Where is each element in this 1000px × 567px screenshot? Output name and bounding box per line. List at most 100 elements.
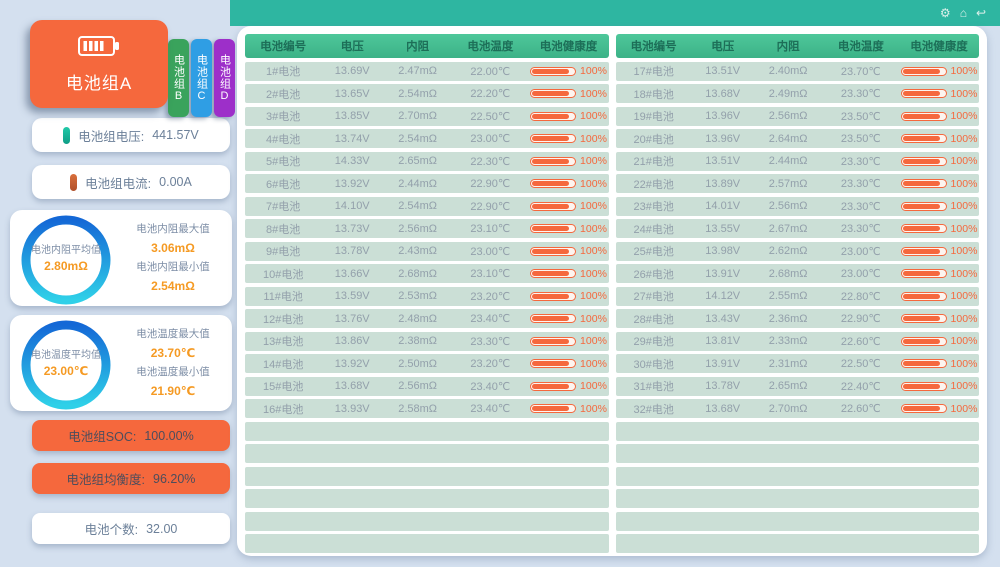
home-icon[interactable]: ⌂ — [959, 6, 967, 20]
resistance-cell: 2.44mΩ — [768, 155, 808, 167]
pack-current-label: 电池组电流: — [85, 176, 152, 191]
health-value: 100% — [950, 65, 978, 77]
column-resistance: 内阻 — [776, 41, 800, 53]
voltage-cell: 13.68V — [705, 87, 741, 100]
voltage-cell: 13.78V — [705, 380, 741, 392]
column-health: 电池健康度 — [539, 41, 598, 53]
health-cell: 100% — [529, 245, 609, 257]
soc-bar: 电池组SOC: 100.00% — [32, 420, 230, 451]
tab-battery-group-d[interactable]: 电池组D — [214, 39, 235, 117]
temperature-cell: 22.20℃ — [470, 88, 511, 100]
temperature-cell: 22.90℃ — [840, 313, 881, 325]
battery-id-cell: 31#电池 — [633, 381, 674, 393]
health-value: 100% — [950, 245, 978, 257]
resistance-max-value: 3.06mΩ — [151, 241, 195, 255]
temperature-cell: 23.00℃ — [840, 245, 881, 258]
health-value: 100% — [950, 110, 978, 122]
temperature-cell: 23.40℃ — [470, 313, 511, 325]
empty-row — [615, 511, 979, 531]
battery-id-cell: 23#电池 — [633, 201, 674, 213]
resistance-cell: 2.38mΩ — [398, 335, 438, 347]
resistance-cell: 2.47mΩ — [398, 65, 438, 77]
health-bar — [900, 404, 947, 413]
health-bar — [530, 66, 577, 76]
health-bar — [530, 179, 577, 188]
table-header: 电池编号 电压 内阻 电池温度 电池健康度 — [245, 34, 609, 58]
health-bar — [530, 201, 577, 211]
health-value: 100% — [580, 357, 607, 370]
tab-battery-group-a[interactable]: 电池组A — [30, 20, 168, 108]
temperature-cell: 22.60℃ — [840, 335, 881, 348]
battery-id-cell: 5#电池 — [266, 156, 301, 168]
battery-id-cell: 11#电池 — [263, 291, 303, 303]
health-bar — [900, 359, 947, 368]
health-value: 100% — [580, 267, 607, 280]
health-cell: 100% — [899, 403, 979, 415]
battery-id-cell: 8#电池 — [266, 223, 301, 236]
tab-battery-group-b[interactable]: 电池组B — [168, 39, 189, 117]
health-bar — [530, 359, 577, 368]
health-bar — [900, 291, 947, 301]
health-value: 100% — [580, 132, 607, 145]
battery-id-cell: 9#电池 — [266, 246, 301, 258]
temperature-cell: 23.10℃ — [470, 268, 511, 280]
health-cell: 100% — [899, 223, 979, 235]
battery-tables-panel: 电池编号 电压 内阻 电池温度 电池健康度 1#电池 13.69V 2.47mΩ 22… — [237, 26, 987, 556]
voltage-cell: 13.68V — [705, 402, 741, 415]
voltage-cell: 14.33V — [334, 155, 370, 167]
table-row: 4#电池 13.74V 2.54mΩ 23.00℃ 100% — [245, 129, 609, 148]
column-health: 电池健康度 — [910, 41, 968, 53]
resistance-cell: 2.70mΩ — [398, 110, 438, 122]
health-value: 100% — [950, 132, 978, 145]
gear-icon[interactable]: ⚙ — [939, 6, 951, 20]
table-row: 11#电池 13.59V 2.53mΩ 23.20℃ 100% — [245, 286, 609, 306]
table-row: 9#电池 13.78V 2.43mΩ 23.00℃ 100% — [245, 241, 609, 261]
table-row: 27#电池 14.12V 2.55mΩ 22.80℃ 100% — [615, 286, 979, 306]
voltage-cell: 13.98V — [705, 245, 741, 257]
resistance-min-label: 电池内阻最小值 — [136, 261, 210, 273]
temperature-max-value: 23.70℃ — [150, 346, 196, 360]
battery-id-cell: 22#电池 — [633, 178, 674, 191]
voltage-indicator-icon — [63, 126, 71, 144]
tab-label: 电池组D — [218, 53, 231, 103]
health-bar — [530, 404, 577, 413]
temperature-cell: 23.50℃ — [840, 110, 881, 123]
health-value: 100% — [580, 312, 607, 325]
temperature-avg-value: 23.00℃ — [43, 363, 89, 378]
tab-battery-group-c[interactable]: 电池组C — [191, 39, 212, 117]
temperature-cell: 22.30℃ — [470, 155, 511, 168]
battery-id-cell: 27#电池 — [633, 291, 674, 303]
health-value: 100% — [950, 200, 978, 212]
table-body: 17#电池 13.51V 2.40mΩ 23.70℃ 100% 18#电池 13.68V 2.… — [615, 58, 979, 553]
battery-count-label: 电池个数: — [84, 523, 139, 537]
voltage-cell: 14.10V — [334, 200, 370, 212]
soc-label: 电池组SOC: — [68, 430, 137, 444]
resistance-cell: 2.44mΩ — [398, 177, 438, 190]
health-cell: 100% — [529, 313, 609, 325]
health-cell: 100% — [899, 268, 979, 280]
health-cell: 100% — [899, 313, 979, 325]
balance-value: 96.20% — [153, 471, 196, 486]
health-value: 100% — [950, 312, 978, 325]
empty-row — [615, 444, 979, 463]
resistance-cell: 2.56mΩ — [398, 222, 438, 235]
health-value: 100% — [950, 290, 978, 302]
health-value: 100% — [950, 155, 978, 167]
voltage-cell: 13.96V — [705, 110, 741, 122]
table-row: 25#电池 13.98V 2.62mΩ 23.00℃ 100% — [615, 241, 979, 261]
battery-table-right: 电池编号 电压 内阻 电池温度 电池健康度 17#电池 13.51V 2.40mΩ 2… — [615, 34, 979, 553]
tab-label: 电池组B — [172, 53, 185, 103]
empty-row — [245, 421, 609, 441]
tab-label: 电池组C — [195, 53, 208, 103]
health-cell: 100% — [529, 290, 609, 302]
resistance-avg-label: 电池内阻平均值 — [31, 244, 101, 256]
resistance-cell: 2.62mΩ — [768, 245, 808, 257]
resistance-cell: 2.68mΩ — [768, 267, 808, 280]
battery-id-cell: 21#电池 — [633, 156, 674, 168]
balance-label: 电池组均衡度: — [66, 473, 146, 487]
temperature-cell: 23.30℃ — [840, 223, 881, 235]
temperature-cell: 23.40℃ — [470, 380, 511, 393]
temperature-cell: 23.10℃ — [470, 223, 511, 235]
back-icon[interactable]: ↩ — [975, 6, 986, 20]
column-voltage: 电压 — [711, 41, 735, 53]
